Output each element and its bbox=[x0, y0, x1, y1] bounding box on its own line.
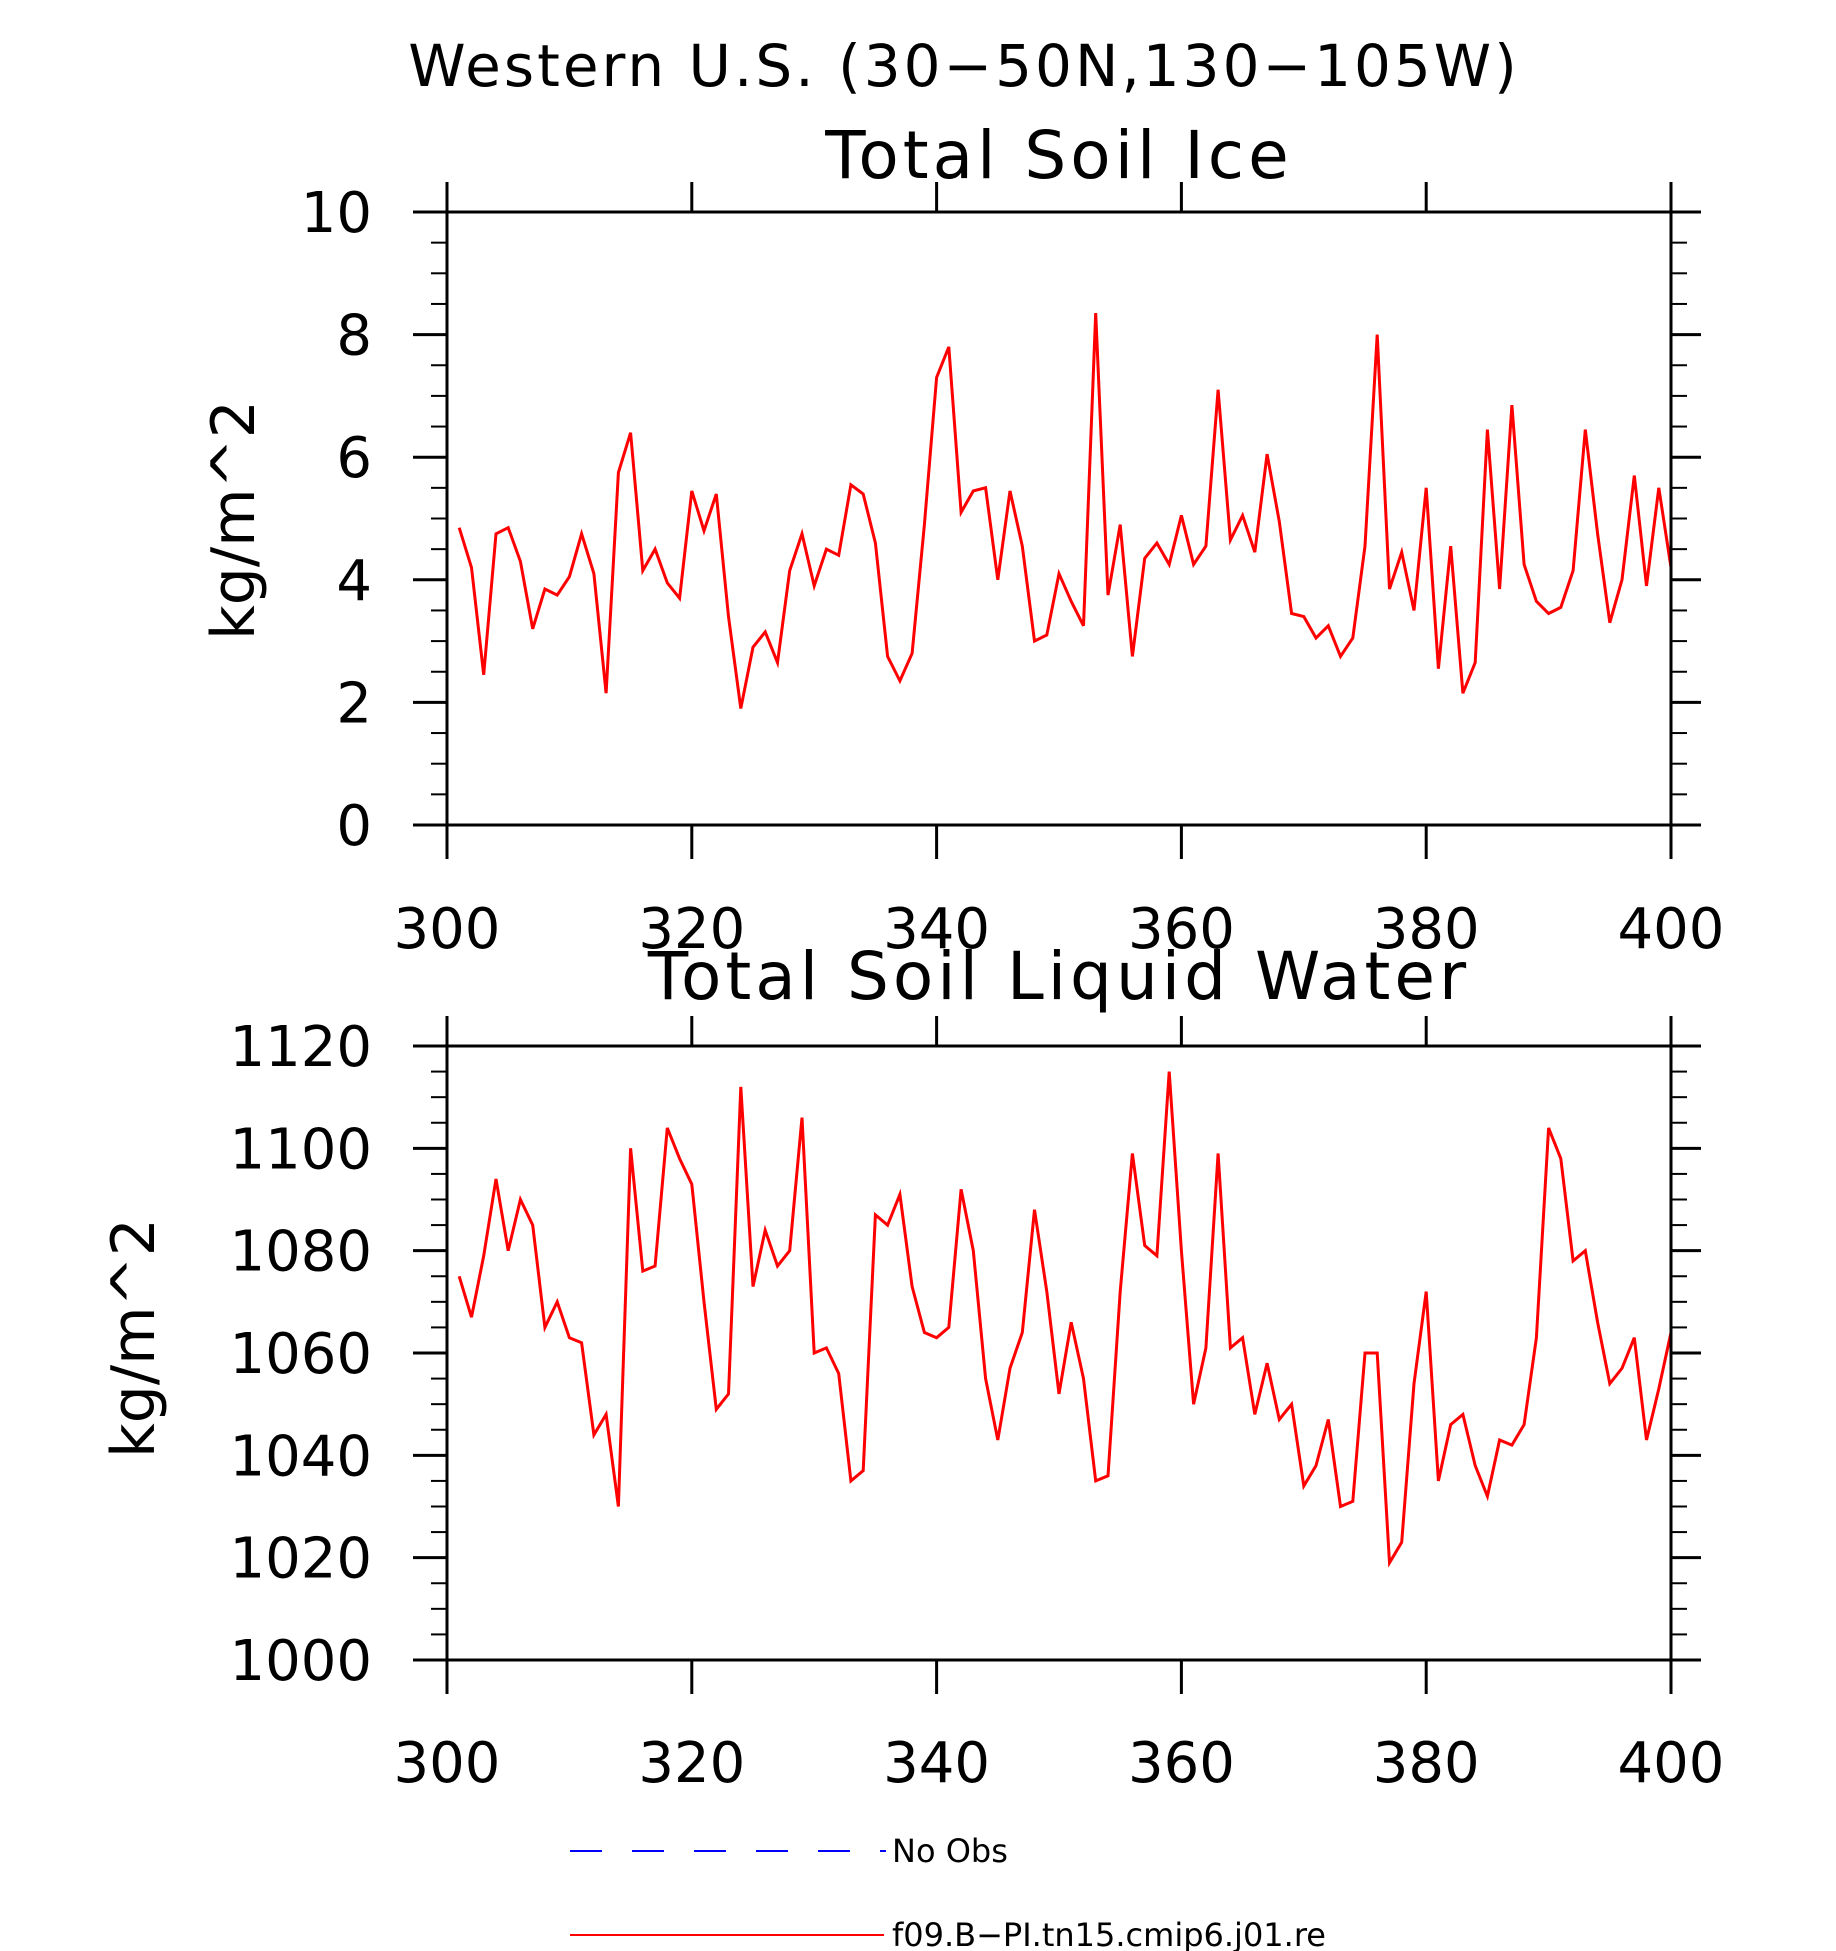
soil-ice-plot-frame bbox=[445, 210, 1673, 827]
y-axis-label-soil-ice: kg/m^2 bbox=[199, 400, 269, 640]
y-tick-label-soil-liquid-water: 1000 bbox=[229, 1629, 372, 1694]
soil-liquid-water-plot-frame bbox=[445, 1044, 1673, 1662]
x-tick-label-soil-ice: 360 bbox=[1128, 897, 1235, 962]
y-tick-label-soil-liquid-water: 1020 bbox=[229, 1527, 372, 1592]
y-axis-label-soil-liquid-water: kg/m^2 bbox=[99, 1218, 169, 1458]
x-tick-label-soil-liquid-water: 340 bbox=[883, 1731, 990, 1796]
y-tick-label-soil-liquid-water: 1060 bbox=[229, 1322, 372, 1387]
y-tick-label-soil-ice: 6 bbox=[336, 426, 372, 491]
panel-title-soil-ice: Total Soil Ice bbox=[824, 117, 1292, 194]
soil-ice-axes: 0 2 4 6 8 10 300 320 340 360 380 400 bbox=[301, 181, 1725, 962]
y-tick-label-soil-ice: 0 bbox=[336, 794, 372, 859]
x-tick-label-soil-liquid-water: 400 bbox=[1618, 1731, 1725, 1796]
panel-soil-ice: Total Soil Ice kg/m^2 0 2 4 6 8 10 300 320 340 36… bbox=[199, 117, 1724, 962]
x-tick-label-soil-ice: 340 bbox=[883, 897, 990, 962]
y-tick-label-soil-liquid-water: 1100 bbox=[229, 1117, 372, 1182]
y-tick-label-soil-liquid-water: 1040 bbox=[229, 1424, 372, 1489]
soil-liquid-water-series-line bbox=[457, 1071, 1673, 1568]
legend-label-model: f09.B−PI.tn15.cmip6.j01.re bbox=[892, 1916, 1326, 1951]
y-tick-label-soil-ice: 4 bbox=[336, 549, 372, 614]
x-tick-label-soil-liquid-water: 320 bbox=[638, 1731, 745, 1796]
panel-soil-liquid-water: Total Soil Liquid Water kg/m^2 100010201… bbox=[99, 938, 1724, 1796]
y-tick-label-soil-ice: 8 bbox=[336, 304, 372, 369]
x-tick-label-soil-liquid-water: 300 bbox=[394, 1731, 501, 1796]
legend: No Obs f09.B−PI.tn15.cmip6.j01.re bbox=[570, 1832, 1326, 1951]
y-tick-label-soil-ice: 10 bbox=[301, 181, 372, 246]
x-tick-label-soil-liquid-water: 360 bbox=[1128, 1731, 1235, 1796]
soil-ice-series-line bbox=[457, 313, 1673, 709]
x-tick-label-soil-ice: 380 bbox=[1373, 897, 1480, 962]
panel-title-soil-liquid-water: Total Soil Liquid Water bbox=[647, 938, 1470, 1015]
x-tick-label-soil-ice: 400 bbox=[1618, 897, 1725, 962]
x-tick-label-soil-ice: 300 bbox=[394, 897, 501, 962]
y-tick-label-soil-ice: 2 bbox=[336, 671, 372, 736]
y-tick-label-soil-liquid-water: 1080 bbox=[229, 1220, 372, 1285]
legend-label-no-obs: No Obs bbox=[892, 1832, 1008, 1870]
y-tick-label-soil-liquid-water: 1120 bbox=[229, 1015, 372, 1080]
soil-liquid-water-axes: 1000 1020 1040 1060 1080 1100 1120 300 320 340 360… bbox=[229, 1015, 1724, 1796]
figure-title: Western U.S. (30−50N,130−105W) bbox=[408, 32, 1520, 100]
x-tick-label-soil-ice: 320 bbox=[638, 897, 745, 962]
x-tick-label-soil-liquid-water: 380 bbox=[1373, 1731, 1480, 1796]
